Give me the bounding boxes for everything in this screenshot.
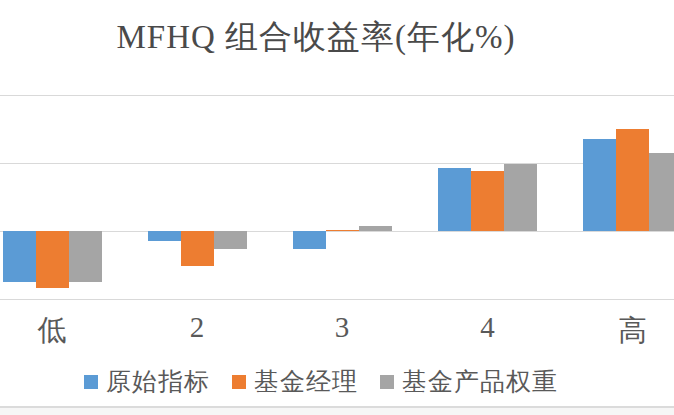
- legend-label: 基金经理: [254, 365, 358, 398]
- gridline-1: [0, 163, 674, 164]
- bar-原始指标-低: [3, 231, 36, 282]
- page-margin-strip: [0, 408, 674, 415]
- legend-item-基金产品权重: 基金产品权重: [380, 365, 558, 398]
- bar-基金经理-3: [326, 230, 359, 232]
- bar-基金经理-4: [471, 171, 504, 231]
- chart-legend: 原始指标 基金经理 基金产品权重: [0, 365, 642, 398]
- bar-基金产品权重-2: [214, 231, 247, 249]
- legend-item-原始指标: 原始指标: [84, 365, 210, 398]
- x-axis-label-高: 高: [585, 311, 674, 351]
- legend-item-基金经理: 基金经理: [232, 365, 358, 398]
- x-axis-label-低: 低: [4, 311, 100, 351]
- legend-label: 基金产品权重: [402, 365, 558, 398]
- bar-原始指标-4: [438, 168, 471, 231]
- plot-area: [0, 0, 674, 415]
- bar-基金产品权重-高: [649, 153, 674, 231]
- bar-基金产品权重-低: [69, 231, 102, 282]
- bar-基金产品权重-4: [504, 164, 537, 231]
- legend-swatch-icon: [84, 375, 98, 389]
- legend-swatch-icon: [380, 375, 394, 389]
- bar-基金经理-低: [36, 231, 69, 288]
- bar-基金产品权重-3: [359, 226, 392, 231]
- chart-canvas: MFHQ 组合收益率(年化%) 低234高 原始指标基金经理基金产品权重: [0, 0, 674, 415]
- gridline--1: [0, 299, 674, 300]
- legend-swatch-icon: [232, 375, 246, 389]
- bar-基金经理-高: [616, 129, 649, 231]
- x-axis-label-4: 4: [440, 311, 536, 344]
- x-axis-label-2: 2: [149, 311, 245, 344]
- bar-原始指标-3: [293, 231, 326, 249]
- bar-原始指标-高: [583, 139, 616, 231]
- x-axis-label-3: 3: [294, 311, 390, 344]
- legend-label: 原始指标: [106, 365, 210, 398]
- bar-原始指标-2: [148, 231, 181, 241]
- bar-基金经理-2: [181, 231, 214, 266]
- gridline-2: [0, 95, 674, 96]
